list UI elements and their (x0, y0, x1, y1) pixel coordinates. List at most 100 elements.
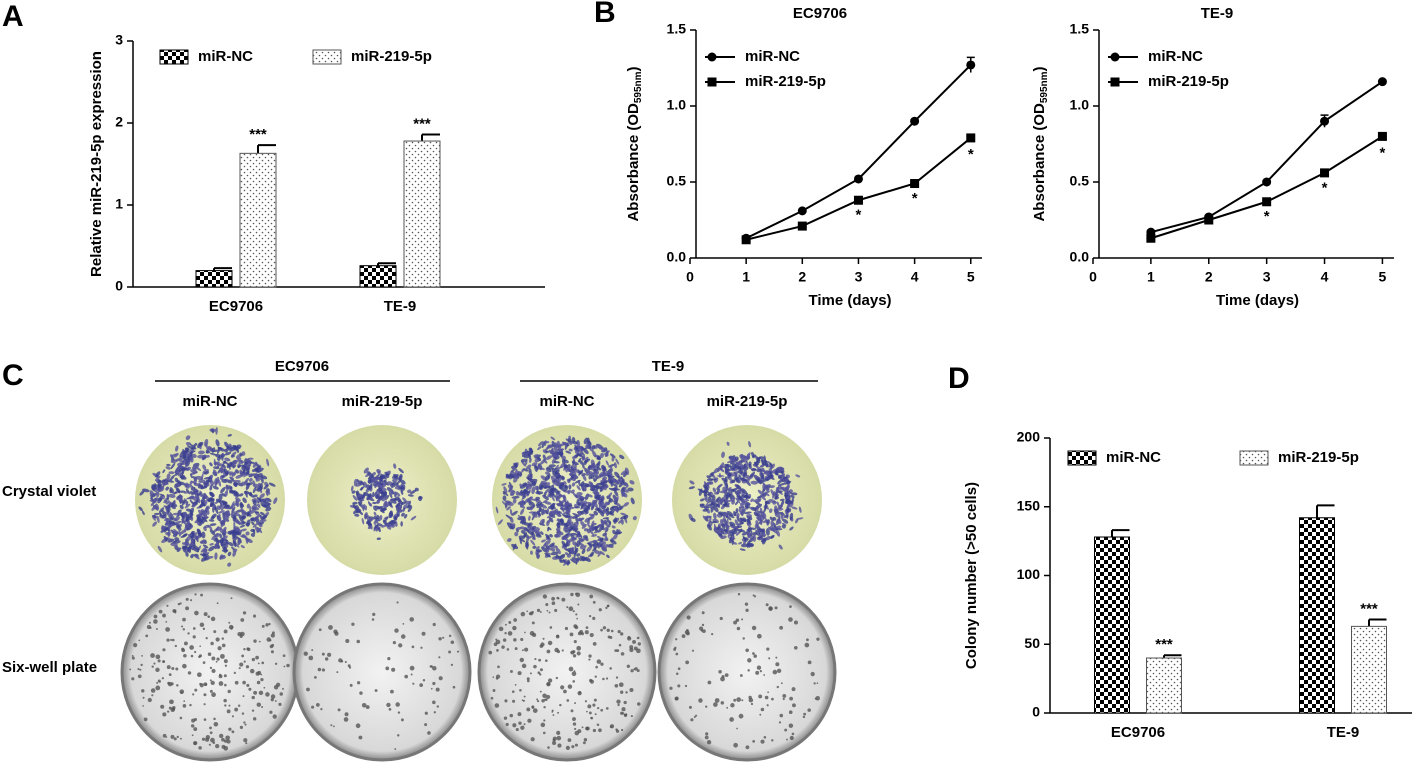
colony (334, 631, 339, 636)
cell (530, 505, 534, 511)
cell (161, 526, 165, 530)
cell (558, 555, 562, 562)
cell (775, 487, 780, 493)
cell (227, 562, 232, 567)
colony (545, 603, 549, 607)
colony (534, 657, 537, 661)
colony (766, 704, 769, 707)
cell (522, 521, 530, 526)
cell (189, 490, 194, 496)
cell (182, 511, 187, 516)
cell (544, 441, 550, 444)
colony (753, 595, 757, 598)
cell (760, 459, 768, 463)
colony (789, 735, 794, 741)
cell (539, 467, 545, 471)
cell (222, 521, 226, 526)
colony (512, 723, 517, 728)
legend-label: miR-NC (1148, 48, 1203, 65)
colony (691, 649, 695, 652)
significance: * (912, 190, 918, 207)
colony (209, 726, 212, 730)
colony (400, 718, 404, 722)
colony (701, 611, 705, 615)
cell (560, 494, 566, 498)
colony (193, 740, 198, 746)
cell (182, 459, 189, 464)
cell (594, 508, 601, 512)
colony (617, 703, 620, 707)
colony (690, 718, 694, 722)
cell (699, 504, 705, 508)
series-line (745, 137, 972, 241)
colony (572, 610, 575, 613)
colony (735, 618, 740, 622)
colony (775, 656, 778, 659)
colony (551, 711, 554, 713)
colony (767, 691, 769, 694)
cell (252, 523, 258, 528)
cell (587, 494, 593, 498)
colony (349, 683, 353, 687)
colony (218, 681, 224, 686)
cell (723, 480, 728, 486)
cell (584, 467, 589, 474)
cell (601, 541, 606, 548)
cell (731, 541, 738, 545)
y-axis-label-part: 595nm (1039, 71, 1050, 103)
cell (152, 516, 156, 521)
cell (540, 504, 548, 509)
cell (576, 492, 583, 496)
cell (769, 508, 773, 513)
cell (770, 520, 774, 527)
legend-marker (707, 52, 717, 62)
cell (585, 472, 591, 476)
cell (178, 494, 183, 502)
cell (389, 499, 397, 504)
colony (492, 676, 495, 679)
cell (202, 544, 209, 549)
cell (593, 549, 600, 555)
cell (717, 483, 723, 488)
cell (373, 526, 380, 532)
cell (172, 512, 179, 516)
cell (377, 484, 384, 488)
colony (221, 637, 225, 640)
colony (504, 632, 507, 635)
cell (737, 529, 746, 533)
colony (253, 717, 257, 721)
colony (359, 691, 363, 695)
colony (589, 632, 594, 638)
cell (536, 553, 541, 558)
cell (503, 486, 508, 494)
colony (584, 700, 588, 703)
cell (544, 445, 550, 452)
x-tick-label: 1 (1147, 269, 1155, 285)
cell (252, 486, 257, 494)
colony (223, 746, 229, 751)
point (1377, 131, 1387, 141)
colony (737, 592, 741, 596)
cell (534, 526, 540, 531)
colony (340, 659, 344, 663)
cell (229, 476, 235, 481)
colony (270, 698, 274, 702)
colony (592, 728, 597, 733)
cell (704, 515, 712, 519)
cell (209, 502, 215, 507)
cell (582, 475, 587, 481)
cell (623, 502, 630, 507)
colony (177, 602, 181, 606)
cell (265, 490, 269, 497)
colony (766, 647, 770, 651)
point (1146, 233, 1156, 243)
colony (420, 646, 423, 649)
cell (189, 456, 194, 463)
bar (1299, 517, 1335, 714)
colony (157, 659, 161, 663)
cell (779, 486, 788, 491)
colony (244, 723, 247, 726)
legend-marker (1110, 77, 1120, 87)
cell (530, 550, 533, 555)
cell (609, 469, 613, 477)
